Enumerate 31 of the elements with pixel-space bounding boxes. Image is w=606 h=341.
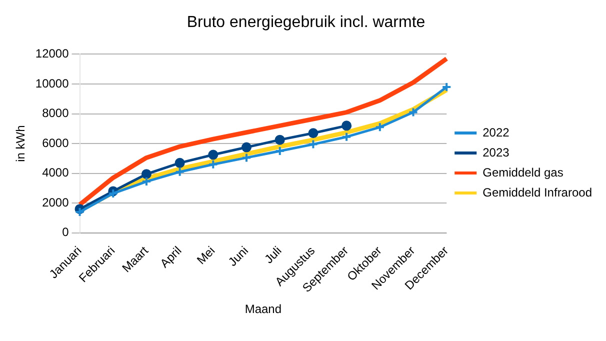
point [208,150,218,160]
legend-label: Gemiddeld gas [482,165,564,180]
y-tick-label: 6000 [42,136,70,150]
x-axis-title: Maand [244,302,282,316]
point [308,139,318,150]
y-tick-label: 8000 [42,106,70,120]
point [342,132,352,142]
point [208,159,218,170]
point [308,128,318,138]
point [274,146,285,156]
point [274,134,285,145]
point [374,122,385,132]
point [408,107,418,118]
legend-label: Gemiddeld Infrarood [482,185,592,200]
chart-title: Bruto energiegebruik incl. warmte [186,14,426,32]
legend-label: 2023 [482,145,510,160]
point [141,169,152,180]
y-axis-title: in kWh [14,125,28,162]
y-tick-label: 10000 [35,76,70,90]
y-tick-label: 4000 [42,166,70,180]
point [174,158,185,168]
y-tick-label: 12000 [35,46,70,61]
point [174,166,185,177]
point [141,176,152,187]
legend-label: 2022 [482,125,510,140]
point [242,142,252,152]
point [242,152,252,163]
y-tick-label: 0 [62,225,70,240]
y-tick-label: 2000 [42,195,70,210]
point [342,120,352,131]
x-tick-label: Mei [194,244,218,268]
